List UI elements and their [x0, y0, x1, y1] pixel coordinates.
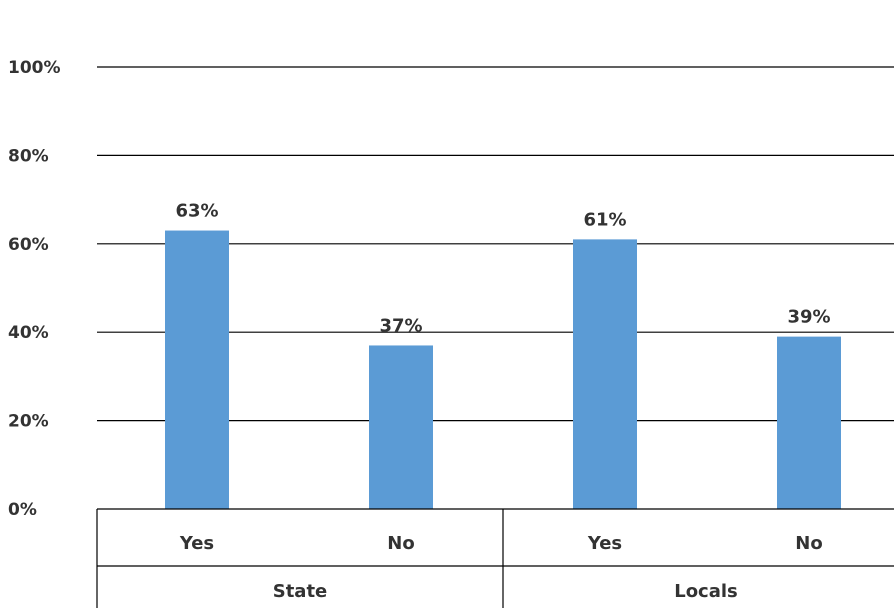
bar — [165, 230, 229, 510]
data-label: 39% — [787, 307, 830, 328]
data-labels: 63% 37% 61% 39% — [175, 201, 830, 337]
y-tick-label: 100% — [8, 58, 61, 78]
bar — [777, 336, 841, 509]
category-label: No — [795, 533, 822, 554]
group-label: Locals — [674, 581, 738, 602]
gridlines — [97, 66, 894, 422]
data-label: 63% — [175, 201, 218, 222]
bar — [573, 239, 637, 509]
category-label: No — [387, 533, 414, 554]
y-tick-label: 80% — [8, 146, 49, 166]
y-tick-label: 0% — [8, 500, 37, 520]
y-tick-label: 60% — [8, 235, 49, 255]
category-label: Yes — [179, 533, 214, 554]
group-label: State — [273, 581, 328, 602]
y-tick-label: 20% — [8, 412, 49, 432]
bars — [165, 230, 841, 510]
bar — [369, 345, 433, 509]
data-label: 61% — [583, 209, 626, 230]
category-label: Yes — [587, 533, 622, 554]
category-axis: Yes No Yes No State Locals — [96, 508, 894, 608]
y-tick-label: 40% — [8, 323, 49, 343]
y-axis-ticks: 0% 20% 40% 60% 80% 100% — [8, 58, 61, 520]
data-label: 37% — [379, 315, 422, 336]
